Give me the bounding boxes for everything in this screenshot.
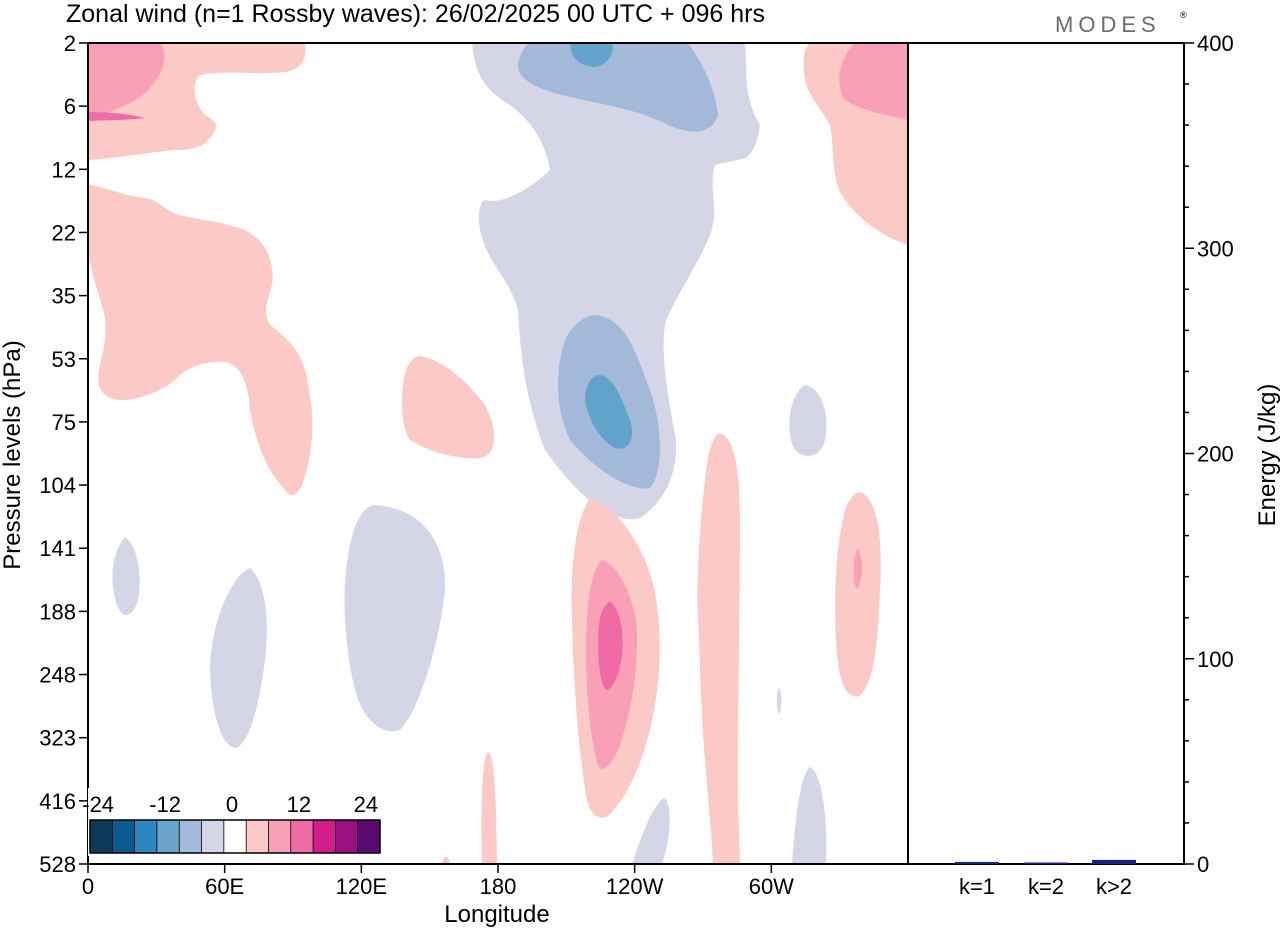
y-tick-label: 141 [39, 536, 76, 561]
heatmap-frame [87, 42, 909, 865]
x-tick-label: 0 [82, 874, 94, 899]
colorbar-tick-label: 0 [226, 792, 238, 817]
pos-medium-right [853, 549, 862, 589]
colorbar-tick-label: 24 [354, 792, 378, 817]
energy-tick-label: 400 [1197, 31, 1234, 56]
x-tick-label: 120W [606, 874, 664, 899]
contour-field [88, 43, 908, 864]
x-tick-label: 60W [749, 874, 794, 899]
energy-bar [1024, 862, 1068, 864]
x-tick-label: 120E [336, 874, 387, 899]
y-tick-label: 2 [64, 31, 76, 56]
y-tick-label: 528 [39, 852, 76, 877]
energy-tick-label: 100 [1197, 647, 1234, 672]
y-tick-label: 53 [52, 347, 76, 372]
y-axis: 2 6 12 22 35 53 75 104 141 188 248 323 416 528 [39, 31, 88, 877]
y-tick-label: 22 [52, 220, 76, 245]
energy-tick-label: 200 [1197, 442, 1234, 467]
pos-region-vertical [697, 433, 740, 864]
colorbar-swatch [313, 820, 336, 853]
neg-region-upper-centre [472, 43, 760, 520]
y-tick-label: 6 [64, 94, 76, 119]
pos-region-right [835, 492, 881, 697]
energy-axis: 0 100 200 300 400 [1184, 31, 1234, 877]
colorbar-swatch [201, 820, 225, 853]
energy-bars: k=1 k=2 k>2 [955, 859, 1136, 899]
y-tick-label: 323 [39, 726, 76, 751]
colorbar-swatch [223, 820, 247, 853]
colorbar: -24 -12 0 12 24 [82, 788, 382, 856]
colorbar-swatch [156, 820, 180, 853]
colorbar-swatch [357, 820, 381, 853]
colorbar-swatch [112, 820, 135, 853]
neg-medium-top [518, 43, 718, 132]
pos-region-small-1 [401, 356, 495, 459]
x-tick-label: 60E [205, 874, 244, 899]
y-tick-label: 104 [39, 473, 76, 498]
energy-tick-label: 300 [1197, 236, 1234, 261]
x-axis: 0 60E 120E 180 120W 60W [82, 864, 794, 899]
colorbar-tick-label: -12 [149, 792, 181, 817]
neg-region-1 [112, 537, 140, 616]
y-tick-label: 75 [52, 410, 76, 435]
neg-strong-mid [585, 375, 633, 449]
colorbar-swatch [268, 820, 292, 853]
y-axis-label: Pressure levels (hPa) [0, 340, 26, 569]
neg-region-7 [632, 798, 670, 864]
neg-region-3 [344, 505, 446, 732]
brand-logo: MODES [1055, 12, 1161, 37]
colorbar-tick-label: -24 [82, 792, 114, 817]
x-tick-label: 180 [480, 874, 517, 899]
colorbar-tick-label: 12 [287, 792, 311, 817]
neg-strong-top [570, 43, 613, 67]
colorbar-swatch [246, 820, 269, 853]
pos-medium-upper-right [839, 43, 908, 120]
neg-region-2 [210, 568, 267, 748]
pos-region-left-mid [88, 185, 313, 496]
pos-strong-centre [598, 602, 623, 690]
colorbar-frame [89, 819, 381, 854]
neg-region-4 [789, 385, 827, 456]
y-tick-label: 12 [52, 157, 76, 182]
pos-region-thin-2 [442, 857, 450, 864]
energy-panel-frame [907, 42, 1185, 865]
chart-title: Zonal wind (n=1 Rossby waves): 26/02/202… [66, 0, 765, 28]
pos-strong-upper-left [88, 112, 145, 121]
colorbar-swatch [335, 820, 358, 853]
brand-trademark: ® [1180, 10, 1187, 20]
colorbar-swatch [179, 820, 202, 853]
neg-region-6 [792, 767, 827, 864]
energy-bar [955, 861, 999, 864]
energy-tick-label: 0 [1197, 852, 1209, 877]
y-tick-label: 416 [39, 789, 76, 814]
colorbar-swatch [90, 820, 113, 853]
pos-medium-upper-left [88, 43, 165, 120]
colorbar-swatch [290, 820, 314, 853]
y-tick-label: 188 [39, 599, 76, 624]
x-axis-label: Longitude [444, 901, 549, 928]
neg-region-5 [776, 688, 782, 714]
energy-category-label: k>2 [1096, 874, 1132, 899]
energy-axis-label: Energy (J/kg) [1254, 384, 1280, 527]
pos-region-thin-1 [481, 752, 497, 864]
y-tick-label: 248 [39, 663, 76, 688]
energy-category-label: k=1 [959, 874, 995, 899]
energy-bar [1092, 859, 1136, 864]
energy-category-label: k=2 [1028, 874, 1064, 899]
y-tick-label: 35 [52, 284, 76, 309]
colorbar-swatch [134, 820, 158, 853]
